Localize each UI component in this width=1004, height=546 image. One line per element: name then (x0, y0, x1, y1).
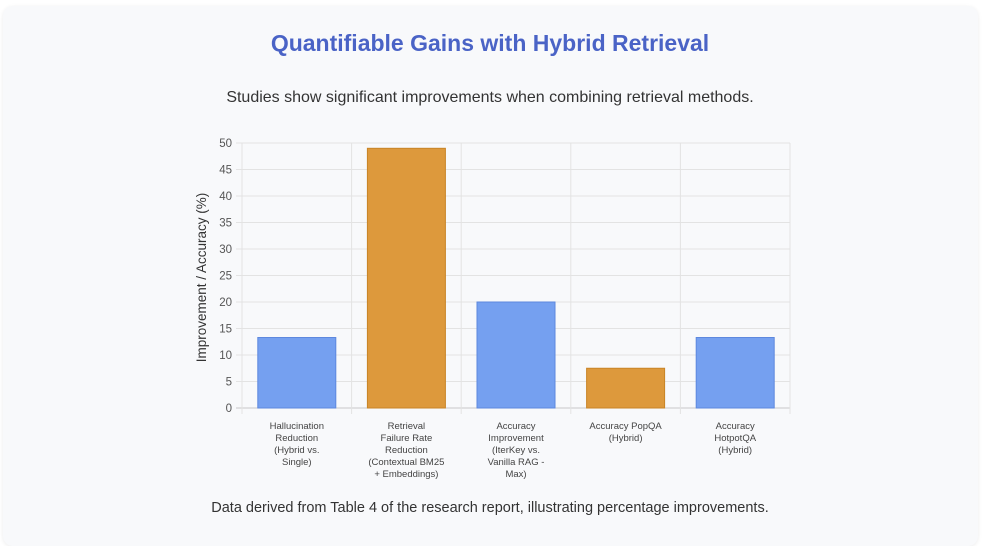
y-tick-label: 30 (219, 244, 232, 256)
y-tick-label: 20 (219, 297, 232, 309)
bar[interactable] (695, 337, 775, 409)
chart-caption: Data derived from Table 4 of the researc… (211, 500, 769, 516)
bar[interactable] (476, 301, 556, 409)
bar[interactable] (586, 367, 666, 409)
y-tick-label: 15 (219, 324, 232, 336)
y-tick-label: 45 (219, 165, 232, 177)
x-tick-label: Hallucination Reduction (Hybrid vs. Single) (270, 421, 324, 468)
y-tick-label: 25 (219, 271, 232, 283)
y-tick-label: 5 (226, 377, 232, 389)
y-tick-label: 35 (219, 218, 232, 230)
x-tick-label: Accuracy Improvement (IterKey vs. Vanilla R… (488, 421, 545, 480)
page-title: Quantifiable Gains with Hybrid Retrieval (270, 30, 710, 56)
bar-chart: 0 5 10 15 20 25 30 35 40 45 50 Hallucination Reducti… (194, 138, 791, 480)
y-axis-label: Improvement / Accuracy (%) (194, 193, 209, 363)
y-tick-label: 0 (226, 403, 232, 415)
bar[interactable] (366, 147, 446, 409)
x-tick-label: Retrieval Failure Rate Reduction (Contextua… (368, 421, 444, 480)
y-tick-label: 50 (219, 138, 232, 150)
x-tick-label: Accuracy PopQA (Hybrid) (589, 421, 662, 444)
bar-layer (257, 147, 775, 409)
bar[interactable] (257, 337, 337, 409)
y-tick-label: 40 (219, 191, 232, 203)
axis-layer: 0 5 10 15 20 25 30 35 40 45 50 Hallucination Reducti… (219, 138, 757, 480)
y-tick-label: 10 (219, 350, 232, 362)
x-tick-label: Accuracy HotpotQA (Hybrid) (714, 421, 756, 456)
page-subtitle: Studies show significant improvements wh… (226, 89, 754, 106)
